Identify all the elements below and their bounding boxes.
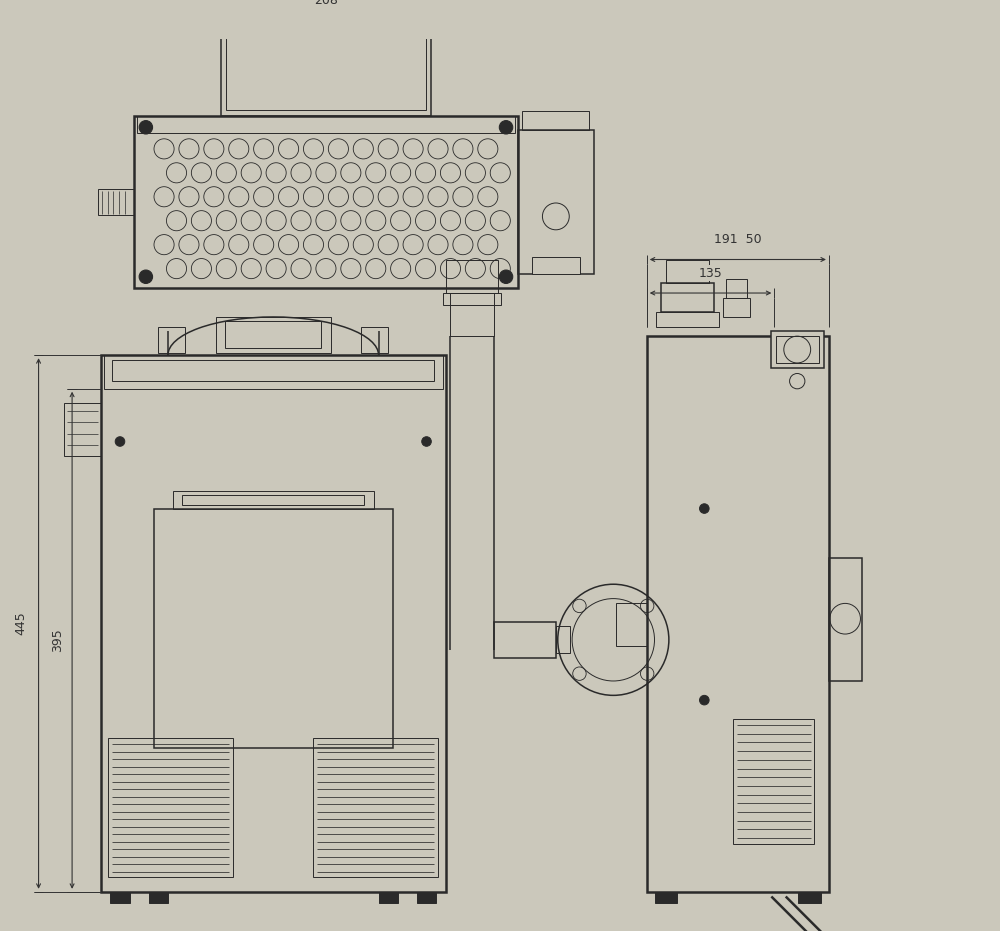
Bar [182, 495, 364, 505]
Bar [417, 892, 436, 903]
Bar [522, 111, 589, 130]
Bar [134, 115, 518, 289]
Bar [726, 278, 747, 298]
Bar [661, 283, 714, 312]
Bar [64, 403, 101, 456]
Bar [104, 356, 443, 389]
Bar [647, 336, 829, 892]
Bar [556, 627, 570, 654]
Text: 191  50: 191 50 [714, 233, 762, 246]
Circle shape [139, 270, 153, 283]
Bar [446, 260, 498, 293]
Bar [655, 892, 677, 903]
Bar [313, 738, 438, 877]
Bar [532, 257, 580, 274]
Bar [101, 356, 446, 892]
Bar [221, 30, 431, 115]
Bar [137, 115, 515, 133]
Bar [494, 622, 556, 658]
Bar [154, 508, 393, 748]
Bar [829, 559, 862, 681]
Bar [216, 317, 331, 354]
Circle shape [700, 504, 709, 513]
Bar [776, 336, 819, 363]
Bar [656, 312, 719, 327]
Bar [158, 327, 185, 354]
Bar [518, 130, 594, 274]
Circle shape [139, 121, 153, 134]
Bar [361, 327, 388, 354]
Bar [616, 602, 647, 646]
Circle shape [499, 121, 513, 134]
Bar [723, 298, 750, 317]
Bar [98, 189, 134, 215]
Bar [225, 321, 321, 347]
Circle shape [115, 437, 125, 446]
Circle shape [499, 270, 513, 283]
Bar [733, 720, 814, 843]
Text: 135: 135 [699, 266, 722, 279]
Bar [379, 892, 398, 903]
Bar [666, 260, 709, 283]
Bar [450, 293, 494, 336]
Bar [173, 492, 374, 508]
Bar [149, 892, 168, 903]
Circle shape [700, 695, 709, 705]
Circle shape [422, 437, 431, 446]
Bar [798, 892, 821, 903]
Bar [110, 892, 130, 903]
Text: 395: 395 [51, 628, 64, 652]
Bar [226, 35, 426, 110]
Bar [443, 293, 501, 304]
Text: 208: 208 [314, 0, 338, 7]
Bar [108, 738, 233, 877]
Bar [112, 360, 434, 381]
Text: 445: 445 [15, 612, 28, 635]
Bar [771, 331, 824, 368]
